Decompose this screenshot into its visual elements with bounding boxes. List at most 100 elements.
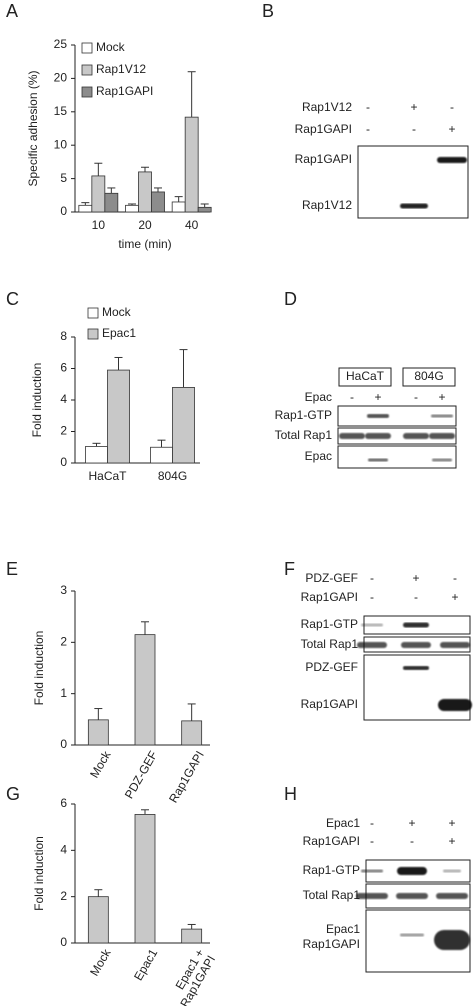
panel-label: B xyxy=(262,1,274,21)
band xyxy=(357,642,387,648)
condition-sign: - xyxy=(370,834,374,848)
legend-swatch xyxy=(87,307,99,319)
band xyxy=(434,930,470,950)
band xyxy=(432,458,452,462)
band xyxy=(438,699,472,711)
condition-sign: + xyxy=(448,816,455,830)
row-label: Rap1-GTP xyxy=(303,863,360,877)
condition-sign: - xyxy=(370,590,374,604)
condition-sign: - xyxy=(453,571,457,585)
bar xyxy=(85,446,108,464)
x-tick-label: 10 xyxy=(92,218,106,232)
condition-sign: + xyxy=(438,390,445,404)
y-tick-label: 0 xyxy=(60,935,67,949)
x-tick-label-box: Epac1 xyxy=(131,947,161,983)
x-tick-label: Epac1 xyxy=(131,947,161,983)
bar xyxy=(87,719,109,746)
row-label: PDZ-GEF xyxy=(305,660,358,674)
legend-swatch xyxy=(81,64,93,76)
x-tick-label-box: Mock xyxy=(87,947,114,979)
legend-swatch xyxy=(81,42,93,54)
y-tick-label: 2 xyxy=(60,635,67,649)
y-tick-label: 2 xyxy=(60,424,67,438)
band xyxy=(443,869,461,873)
bar xyxy=(181,720,203,746)
y-tick-label: 6 xyxy=(60,796,67,810)
condition-sign: + xyxy=(410,100,417,114)
band xyxy=(365,433,391,439)
band xyxy=(339,433,365,439)
condition-sign: + xyxy=(412,571,419,585)
bar xyxy=(87,896,109,944)
legend-label: Epac1 xyxy=(102,326,136,340)
panel-label: G xyxy=(6,784,20,804)
condition-sign: - xyxy=(414,390,418,404)
x-tick-label: PDZ-GEF xyxy=(121,749,161,802)
band xyxy=(431,414,453,418)
y-tick-label: 2 xyxy=(60,889,67,903)
y-tick-label: 8 xyxy=(60,329,67,343)
blot-box xyxy=(337,405,457,427)
panel-label: F xyxy=(284,559,295,579)
x-tick-label-box: Epac1 + Rap1GAPI xyxy=(172,947,219,1006)
x-axis-label: time (min) xyxy=(118,237,171,251)
y-tick-label: 4 xyxy=(60,392,67,406)
condition-label: Epac1 xyxy=(326,816,360,830)
chart: 0 5 10 15 20 25 Specific adhesion (%) time (min… xyxy=(26,37,212,251)
legend-swatch xyxy=(87,328,99,340)
condition-sign: - xyxy=(410,834,414,848)
x-tick-label: Rap1GAPI xyxy=(166,749,207,806)
bar xyxy=(125,204,139,213)
x-tick-label: Epac1 + Rap1GAPI xyxy=(172,947,219,1006)
panel-label: E xyxy=(6,559,18,579)
bar xyxy=(138,171,152,213)
band xyxy=(440,642,470,648)
row-label: Epac xyxy=(305,449,332,463)
panel-label: A xyxy=(6,1,18,21)
band xyxy=(361,623,383,627)
x-tick-label-box: PDZ-GEF xyxy=(121,749,161,802)
condition-sign: + xyxy=(408,816,415,830)
y-tick-label: 1 xyxy=(60,686,67,700)
row-label: Rap1GAPI xyxy=(303,937,360,951)
bar xyxy=(91,175,106,213)
legend-label: Mock xyxy=(96,40,126,54)
y-axis-label: Specific adhesion (%) xyxy=(26,70,40,186)
condition-label: Rap1GAPI xyxy=(303,834,360,848)
y-tick-label: 0 xyxy=(60,455,67,469)
y-tick-label: 15 xyxy=(54,104,68,118)
condition-sign: - xyxy=(450,100,454,114)
band xyxy=(400,933,424,937)
chart: 0 1 2 3 Fold induction Mock PDZ-GEF Rap1GAPI xyxy=(32,583,210,806)
y-axis-label: Fold induction xyxy=(32,631,46,706)
bar xyxy=(134,634,156,746)
bar xyxy=(78,204,93,213)
condition-sign: + xyxy=(374,390,381,404)
panel-label: D xyxy=(284,289,297,309)
legend-label: Rap1V12 xyxy=(96,62,146,76)
x-tick-label: 40 xyxy=(185,218,199,232)
condition-sign: - xyxy=(370,571,374,585)
condition-label: Rap1V12 xyxy=(302,100,352,114)
band xyxy=(361,869,383,873)
x-tick-label: 804G xyxy=(158,469,187,483)
group-box xyxy=(402,367,456,387)
row-label: Total Rap1 xyxy=(275,428,333,442)
condition-label: PDZ-GEF xyxy=(305,571,358,585)
condition-sign: - xyxy=(366,100,370,114)
band xyxy=(401,642,431,648)
y-tick-label: 10 xyxy=(54,137,68,151)
band xyxy=(403,433,429,439)
condition-sign: - xyxy=(414,590,418,604)
y-tick-label: 4 xyxy=(60,843,67,857)
band xyxy=(400,203,428,209)
band xyxy=(356,893,388,899)
x-tick-label: Mock xyxy=(87,947,114,979)
x-tick-label-box: Rap1GAPI xyxy=(166,749,207,806)
x-tick-label: 20 xyxy=(138,218,152,232)
y-tick-label: 20 xyxy=(54,71,68,85)
y-tick-label: 0 xyxy=(60,737,67,751)
blot: HaCaT 804G Epac - + - + Rap1-GTP Total Rap1 Epac xyxy=(275,367,457,469)
chart: 0 2 4 6 8 Fold induction HaCaT 804G Mock Epac1 xyxy=(30,305,200,483)
